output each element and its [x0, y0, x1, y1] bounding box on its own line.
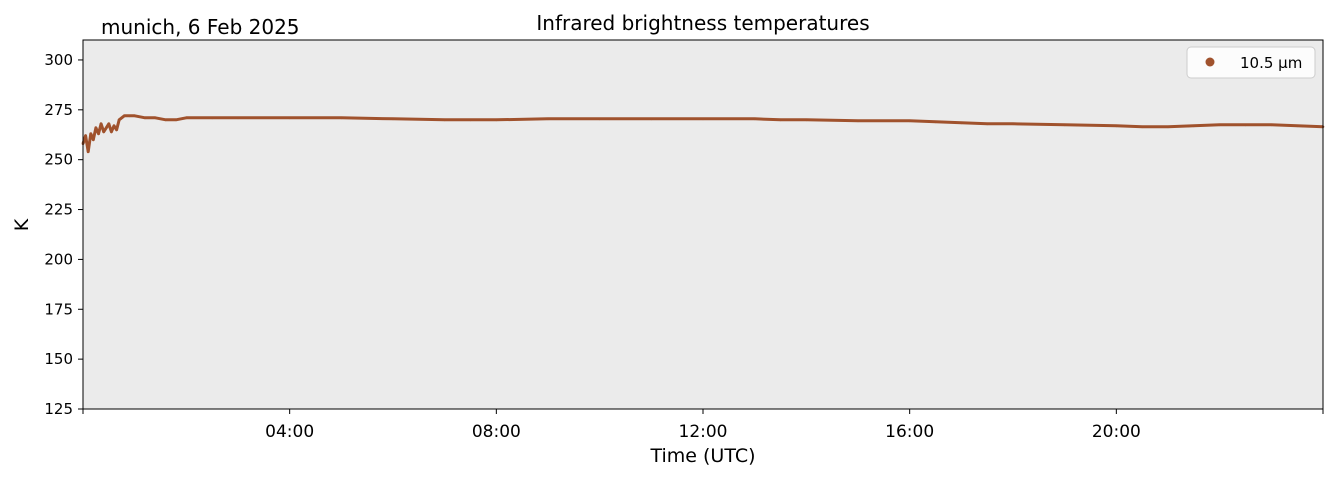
data-point — [102, 130, 105, 134]
x-tick-label: 12:00 — [679, 422, 728, 442]
data-point — [99, 122, 103, 126]
data-point — [960, 121, 963, 125]
data-point — [112, 124, 116, 128]
data-point — [701, 117, 705, 121]
legend-marker — [1205, 57, 1215, 67]
data-point — [546, 117, 550, 121]
data-point — [97, 132, 100, 136]
y-tick-label: 225 — [44, 201, 73, 219]
data-point — [185, 116, 188, 120]
x-tick-label: 04:00 — [265, 422, 314, 442]
data-point — [89, 132, 93, 136]
data-point — [1140, 125, 1144, 129]
x-tick-label: 20:00 — [1092, 422, 1141, 442]
data-point — [985, 122, 989, 126]
data-point — [92, 138, 95, 142]
data-point — [128, 114, 131, 118]
data-point — [86, 150, 90, 153]
legend: 10.5 µm — [1186, 46, 1316, 79]
legend-box — [1186, 46, 1316, 79]
data-point — [469, 118, 472, 122]
x-tick-label: 16:00 — [885, 422, 934, 442]
data-point — [123, 114, 126, 118]
data-point — [288, 116, 291, 120]
data-point — [1218, 123, 1221, 127]
data-point — [598, 117, 601, 121]
data-point — [236, 116, 240, 120]
y-tick-label: 300 — [44, 51, 73, 69]
data-point — [164, 118, 167, 122]
y-tick-label: 250 — [44, 151, 73, 169]
data-point — [107, 122, 111, 126]
data-point — [1192, 124, 1196, 128]
data-point — [1270, 123, 1273, 127]
y-tick-label: 275 — [44, 101, 73, 119]
x-axis: 04:00 08:00 12:00 16:00 20:00 — [82, 409, 1324, 442]
data-point — [110, 130, 113, 134]
data-point — [133, 114, 136, 118]
y-tick-label: 175 — [44, 300, 73, 318]
x-axis-label: Time (UTC) — [649, 445, 755, 467]
data-point — [1011, 122, 1015, 126]
data-point — [154, 116, 157, 120]
data-point — [84, 134, 87, 138]
data-point — [1115, 124, 1118, 128]
data-point — [117, 118, 121, 122]
data-point — [753, 117, 756, 121]
data-point — [934, 120, 937, 124]
data-point — [650, 117, 653, 121]
y-tick-label: 150 — [44, 350, 73, 368]
data-point — [210, 116, 214, 120]
y-tick-label: 200 — [44, 250, 73, 268]
data-point — [143, 116, 147, 120]
data-point — [1166, 125, 1170, 129]
data-point — [1295, 124, 1299, 128]
data-point — [908, 119, 911, 123]
plot-area — [83, 40, 1323, 409]
data-point — [805, 118, 808, 122]
data-point — [115, 128, 118, 132]
x-tick-label: 08:00 — [472, 422, 521, 442]
data-point — [174, 118, 178, 122]
y-tick-label: 125 — [44, 400, 73, 418]
data-point — [495, 118, 498, 122]
data-point — [1244, 123, 1247, 127]
data-point — [391, 117, 395, 121]
chart-title: Infrared brightness temperatures — [536, 11, 869, 35]
data-point — [1063, 123, 1066, 127]
data-point — [779, 118, 782, 122]
series-layer — [81, 114, 1325, 154]
data-point — [443, 118, 446, 122]
y-axis-label: K — [11, 218, 33, 231]
data-point — [94, 126, 98, 130]
legend-label: 10.5 µm — [1240, 54, 1302, 72]
data-point — [104, 126, 108, 130]
data-point — [340, 116, 343, 120]
data-point — [856, 119, 860, 123]
chart-subtitle: munich, 6 Feb 2025 — [101, 15, 300, 39]
y-axis: 125 150 175 200 225 250 275 300 — [44, 51, 83, 418]
